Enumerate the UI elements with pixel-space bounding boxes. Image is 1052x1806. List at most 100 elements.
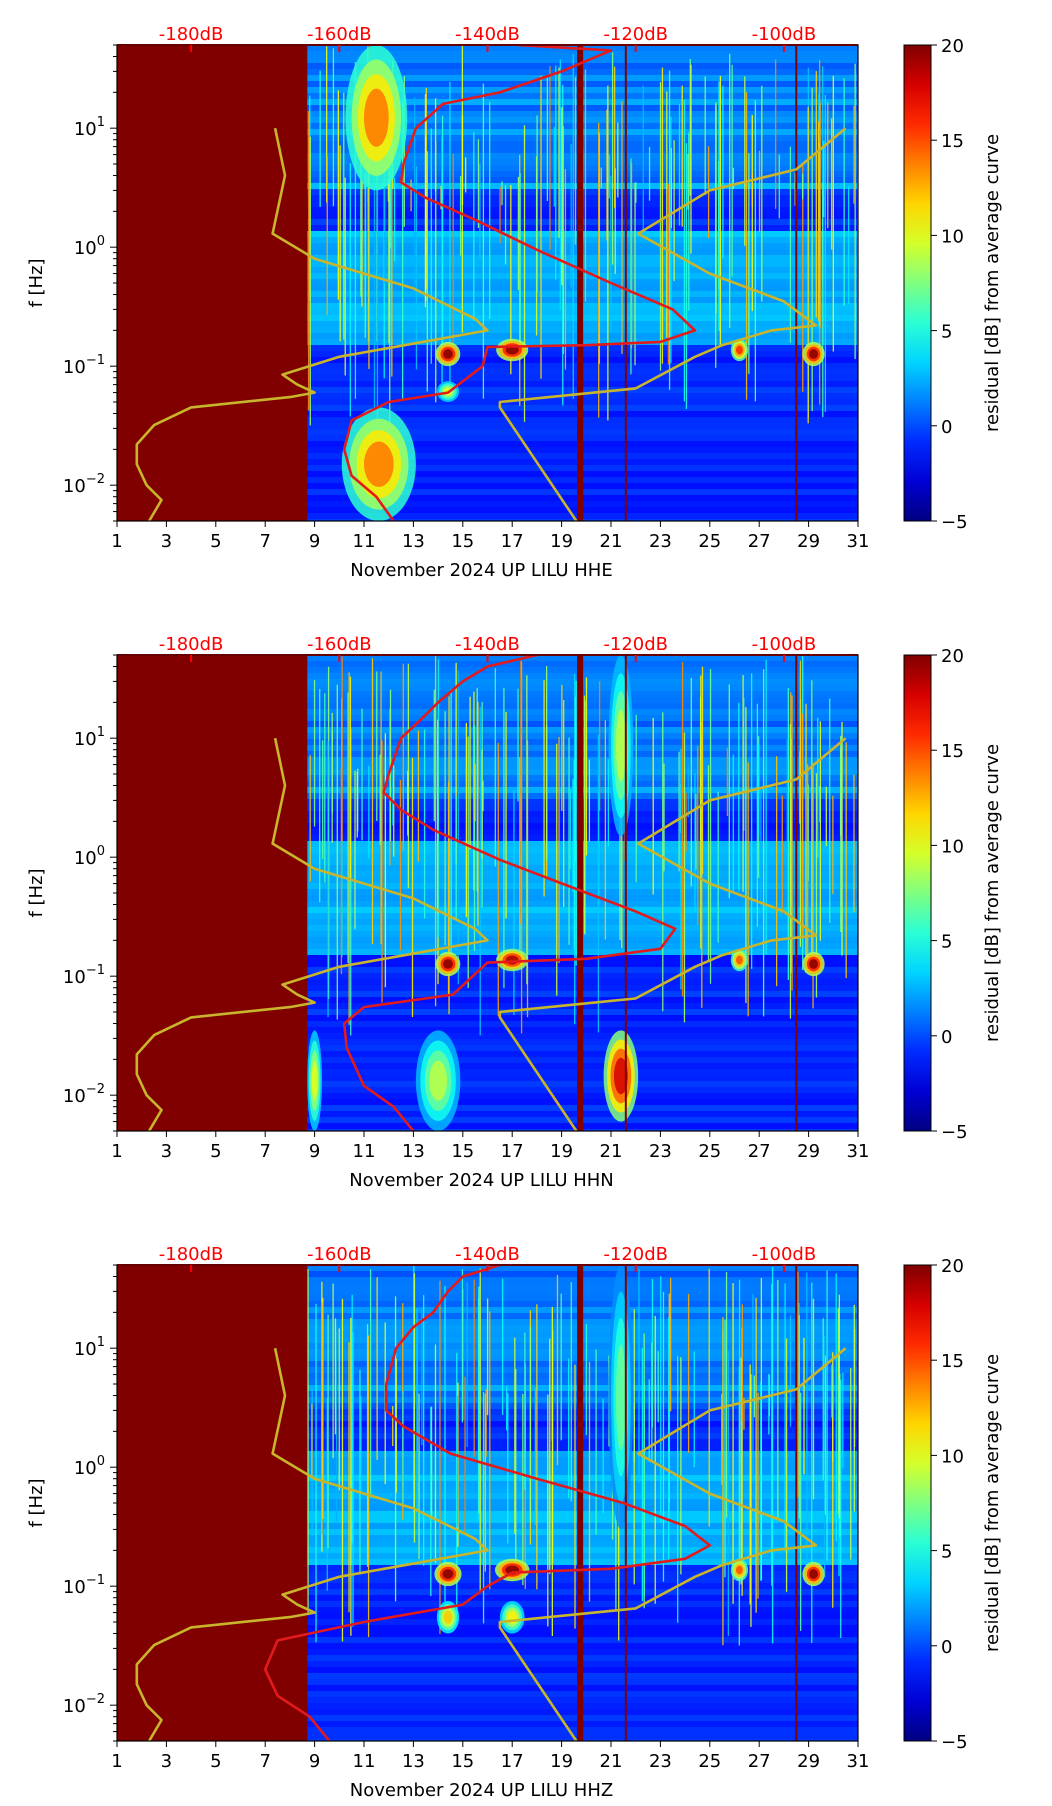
spectrogram-streak — [338, 1328, 340, 1491]
spectrogram-streak — [469, 696, 471, 850]
spectrogram-streak — [721, 1393, 723, 1485]
db-tick-label: -180dB — [159, 24, 224, 45]
spectrogram-streak — [727, 1350, 730, 1637]
colorbar-tick-label: 20 — [941, 1256, 964, 1277]
spectrogram-streak — [832, 1352, 834, 1608]
spectrogram-streak — [732, 1283, 734, 1604]
spectrogram-streak — [802, 163, 804, 392]
spectrogram-streak — [326, 1398, 328, 1591]
spectrogram-streak — [573, 759, 575, 950]
spectrogram-streak — [598, 122, 600, 418]
x-tick-label: 27 — [748, 1141, 771, 1162]
db-tick-label: -140dB — [455, 24, 520, 45]
spectrogram-streak — [461, 115, 464, 205]
y-tick-base: 10 — [74, 119, 97, 140]
spectrogram-streak — [690, 64, 692, 254]
spectrogram-streak — [842, 1372, 844, 1469]
spectrogram-streak — [553, 126, 555, 207]
spectrogram-streak — [373, 81, 376, 413]
spectrogram-streak — [479, 706, 481, 1036]
spectrogram-streak — [688, 132, 690, 311]
x-tick-label: 23 — [649, 1141, 672, 1162]
db-tick-label: -120dB — [603, 634, 668, 655]
spectrogram-streak — [643, 1381, 645, 1597]
spectrogram-streak — [334, 1318, 337, 1435]
spectrogram-streak — [558, 67, 560, 238]
spectrogram-streak — [308, 110, 310, 411]
y-tick-label: 100 — [74, 234, 105, 259]
spectrogram-streak — [778, 154, 780, 219]
spectrogram-streak — [568, 1358, 570, 1499]
spectrogram-streak — [754, 100, 757, 402]
colorbar-tick-label: 5 — [941, 322, 952, 343]
spectrogram-streak — [787, 687, 790, 980]
x-tick-label: 5 — [210, 1751, 221, 1772]
colorbar-tick-label: 20 — [941, 646, 964, 667]
spectrogram-streak — [802, 173, 804, 200]
spectrogram-streak — [651, 1342, 653, 1463]
db-tick-label: -180dB — [159, 634, 224, 655]
spectrogram-streak — [751, 172, 753, 207]
spectrogram-streak — [394, 1296, 397, 1602]
spectrogram-patch — [809, 349, 818, 359]
spectrogram-streak — [392, 1405, 394, 1446]
y-tick-base: 10 — [63, 1577, 86, 1598]
x-tick-label: 27 — [748, 531, 771, 552]
spectrogram-streak — [807, 107, 809, 424]
spectrogram-streak — [473, 1279, 475, 1457]
spectrogram-streak — [526, 740, 529, 1018]
spectrogram-streak — [812, 763, 814, 1009]
spectrogram-streak — [681, 85, 683, 227]
spectrogram-streak — [564, 169, 567, 370]
average-psd-curve — [263, 1265, 712, 1741]
spectrogram-streak — [568, 737, 570, 945]
spectrogram-streak — [556, 743, 558, 996]
spectrogram-streak — [309, 136, 311, 426]
spectrogram-streak — [771, 1283, 773, 1586]
spectrogram-streak — [456, 1352, 458, 1616]
spectrogram-streak — [551, 1306, 554, 1636]
spectrogram-streak — [423, 1295, 425, 1566]
spectrogram-streak — [549, 1338, 551, 1575]
spectrogram-streak — [694, 773, 696, 912]
spectrogram-streak — [689, 58, 691, 196]
spectrogram-streak — [687, 764, 689, 818]
plot-area — [117, 655, 858, 1131]
spectrogram-streak — [549, 66, 551, 250]
spectrogram-streak — [583, 695, 586, 934]
missing-data-column — [577, 655, 584, 1131]
spectrogram-streak — [561, 684, 563, 811]
spectrogram-streak — [410, 179, 412, 212]
spectrogram-streak — [685, 792, 687, 852]
y-tick-label: 10−1 — [63, 353, 105, 378]
spectrogram-patch — [735, 955, 743, 965]
spectrogram-streak — [520, 660, 522, 924]
spectrogram-streak — [584, 69, 587, 302]
spectrogram-streak — [522, 1393, 524, 1586]
spectrogram-streak — [827, 102, 829, 229]
spectrogram-streak — [418, 1393, 420, 1559]
y-axis-label: f [Hz] — [26, 1478, 47, 1527]
spectrogram-streak — [335, 1331, 338, 1522]
spectrogram-streak — [435, 140, 437, 403]
spectrogram-streak — [450, 689, 452, 972]
spectrogram-streak — [319, 70, 321, 207]
plot-area — [117, 1265, 858, 1741]
missing-data-column — [795, 45, 798, 521]
spectrogram-streak — [484, 1393, 486, 1572]
spectrogram-streak — [654, 1315, 656, 1604]
x-tick-label: 7 — [259, 531, 270, 552]
y-tick-exponent: −2 — [86, 1082, 105, 1097]
spectrogram-streak — [415, 166, 418, 370]
spectrogram-streak — [514, 1337, 516, 1534]
y-tick-base: 10 — [63, 967, 86, 988]
spectrogram-streak — [486, 1298, 489, 1416]
x-tick-label: 7 — [259, 1751, 270, 1772]
spectrogram-streak — [523, 125, 526, 422]
spectrogram-streak — [441, 135, 443, 383]
spectrogram-streak — [336, 684, 338, 1020]
missing-data-column — [577, 1265, 584, 1741]
spectrogram-patch — [735, 345, 743, 355]
x-tick-label: 15 — [451, 1751, 474, 1772]
spectrogram-streak — [473, 725, 476, 952]
